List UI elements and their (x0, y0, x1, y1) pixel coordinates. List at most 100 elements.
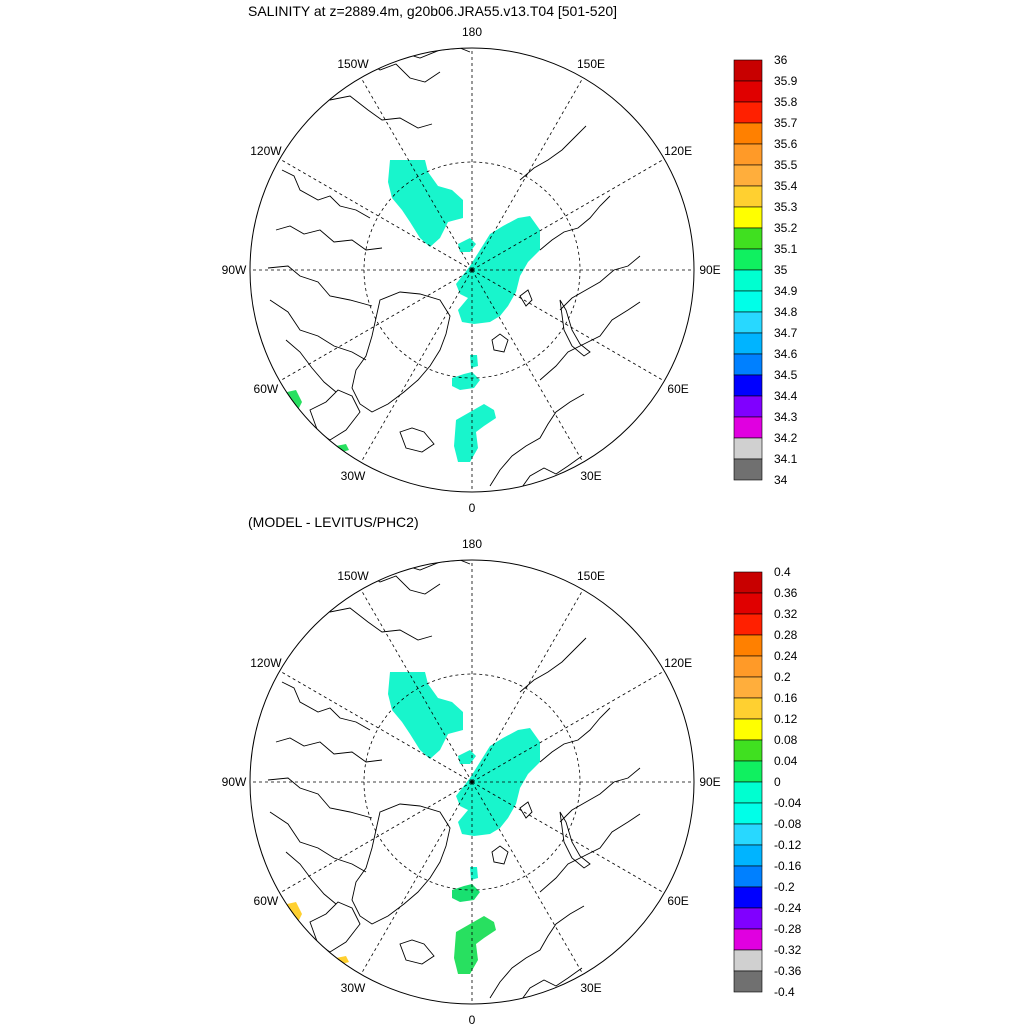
colorbar-label: 0.04 (774, 754, 798, 768)
colorbar-swatch (733, 395, 763, 418)
colorbar-swatch (733, 311, 763, 334)
longitude-label: 60W (254, 382, 279, 396)
coastline (309, 901, 361, 953)
colorbar-swatch (733, 143, 763, 166)
colorbar-label: 0.24 (774, 649, 798, 663)
colorbar-label: 0.4 (774, 565, 791, 579)
colorbar-label: -0.36 (774, 964, 802, 978)
meridian-line (279, 269, 473, 382)
colorbar-label: 34.1 (774, 452, 798, 466)
colorbar-swatch (733, 655, 763, 678)
colorbar-swatch (733, 290, 763, 313)
longitude-label: 150W (337, 569, 369, 583)
coastline (309, 389, 361, 441)
graticule-layer (249, 559, 695, 1005)
meridian-line (279, 781, 473, 894)
longitude-label: 60E (667, 382, 688, 396)
fram-strait-region (452, 372, 480, 390)
coastline (269, 299, 367, 361)
field-patch (470, 867, 478, 880)
colorbar-label: 34.2 (774, 431, 798, 445)
salinity-field-layer (287, 160, 540, 462)
colorbar-label: 35.4 (774, 179, 798, 193)
colorbar-swatch (733, 613, 763, 636)
coastline (519, 289, 533, 307)
colorbar-swatch (733, 59, 763, 82)
coastline (399, 939, 435, 965)
coastline (519, 967, 583, 1003)
meridian-line (471, 77, 584, 271)
coastline (539, 301, 641, 381)
coastline (351, 291, 451, 413)
colorbar-swatch (733, 164, 763, 187)
colorbar-swatch (733, 227, 763, 250)
coastline (559, 255, 641, 311)
meridian-line (471, 158, 665, 271)
meridian-line (471, 670, 665, 783)
colorbar-label: 34.8 (774, 305, 798, 319)
norwegian-sea-region (454, 916, 496, 974)
coastline (285, 851, 337, 905)
labrador-patch-region (287, 902, 302, 922)
coastline (364, 571, 441, 595)
colorbar-label: 0.2 (774, 670, 791, 684)
longitude-label: 60E (667, 894, 688, 908)
longitude-label: 30E (580, 469, 601, 483)
longitude-label: 150W (337, 57, 369, 71)
longitude-label: 60W (254, 894, 279, 908)
colorbar-swatch (733, 206, 763, 229)
coastline (399, 427, 435, 453)
meridian-line (471, 781, 665, 894)
longitude-label: 150E (577, 569, 605, 583)
coastline (539, 707, 611, 763)
colorbar-label: 35.5 (774, 158, 798, 172)
coastline (285, 339, 337, 393)
longitude-label: 90W (222, 775, 247, 789)
coastline (559, 299, 591, 357)
colorbar-label: -0.28 (774, 922, 802, 936)
colorbar-swatch (733, 760, 763, 783)
coastline (559, 811, 591, 869)
longitude-label: 120E (664, 144, 692, 158)
colorbar-label: -0.2 (774, 880, 795, 894)
coastline (519, 801, 533, 819)
longitude-label: 120W (250, 656, 282, 670)
colorbar-label: 34.6 (774, 347, 798, 361)
colorbar-swatch (733, 697, 763, 720)
labrador-patch-region (287, 390, 302, 410)
longitude-label: 150E (577, 57, 605, 71)
field-patch (458, 238, 476, 252)
longitude-label: 30W (341, 469, 366, 483)
meridian-line (471, 589, 584, 783)
longitude-label: 0 (469, 501, 476, 512)
map-boundary (249, 47, 695, 493)
colorbar-swatch (733, 949, 763, 972)
colorbar-swatch (733, 634, 763, 657)
coastline (275, 737, 383, 763)
colorbar-label: 34 (774, 473, 788, 487)
colorbar-label: 0.16 (774, 691, 798, 705)
coastline (314, 89, 433, 129)
field-patch (458, 750, 476, 764)
colorbar-swatch (733, 802, 763, 825)
colorbar-swatch (733, 437, 763, 460)
coastline (314, 601, 433, 641)
colorbar-swatch (733, 739, 763, 762)
colorbar-swatch (733, 781, 763, 804)
longitude-label-layer: 180 150E 120E 90E 60E 30E 0 30W 60W 90W 120W 150W (222, 25, 721, 512)
colorbar-label: -0.4 (774, 985, 795, 999)
coastline (489, 393, 585, 487)
map-boundary (249, 559, 695, 1005)
colorbar-label: 35.6 (774, 137, 798, 151)
salinity-map: 180 150E 120E 90E 60E 30E 0 30W 60W 90W 120W 150W 3… (222, 25, 798, 512)
colorbar-label: 35.9 (774, 74, 798, 88)
coastline (539, 195, 611, 251)
colorbar-label: -0.04 (774, 796, 802, 810)
colorbar-label: -0.08 (774, 817, 802, 831)
coastline (559, 767, 641, 823)
colorbar-label: 35.8 (774, 95, 798, 109)
atlantic-patch-region (336, 956, 349, 964)
coastline (491, 845, 509, 865)
meridian-line (360, 781, 473, 975)
colorbar-swatch (733, 907, 763, 930)
